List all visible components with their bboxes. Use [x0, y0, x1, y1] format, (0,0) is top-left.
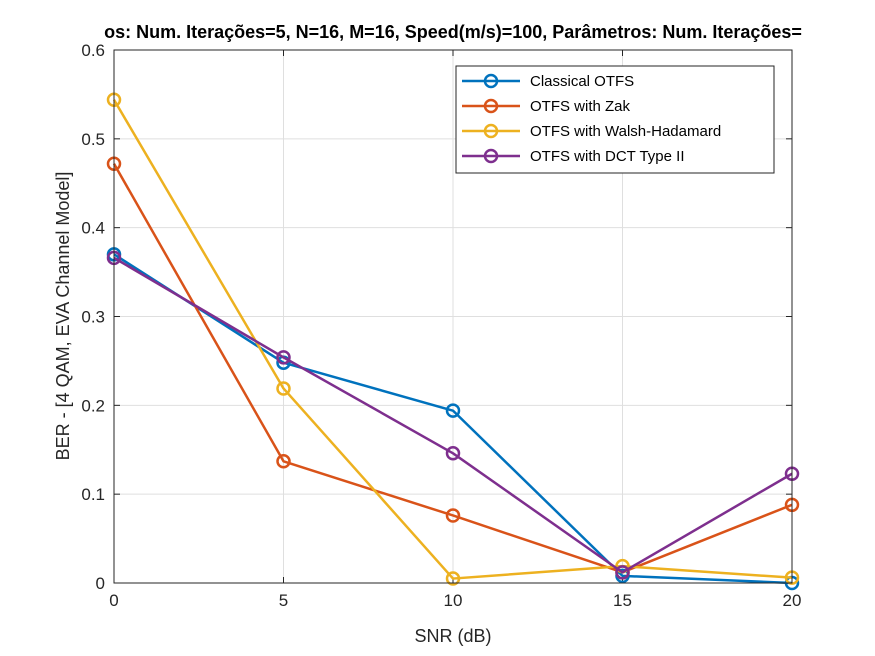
series-line-otfs-with-zak	[112, 163, 793, 574]
data-point-otfs-with-walsh-hadamard	[445, 571, 461, 586]
legend-item: Classical OTFS	[462, 73, 634, 90]
series-line-otfs-with-dct-type-ii	[113, 256, 793, 574]
data-point-otfs-with-walsh-hadamard	[276, 381, 291, 396]
x-tick-label: 0	[109, 591, 118, 610]
plot-frame	[113, 49, 793, 584]
legend-item: OTFS with Zak	[462, 98, 631, 115]
x-tick-label: 20	[783, 591, 802, 610]
legend-label: OTFS with Zak	[530, 98, 631, 115]
data-point-otfs-with-dct-type-ii	[445, 446, 461, 461]
legend-marker	[483, 73, 499, 89]
data-point-otfs-with-dct-type-ii	[615, 565, 630, 580]
data-point-classical-otfs	[445, 403, 461, 418]
series-layer	[106, 92, 800, 591]
x-tick-label: 5	[279, 591, 288, 610]
y-tick-label: 0.6	[81, 41, 105, 60]
legend-item: OTFS with DCT Type II	[462, 148, 684, 165]
legend: Classical OTFS OTFS with Zak OTFS with Wal…	[455, 65, 775, 174]
legend-marker	[483, 123, 499, 139]
series-line-otfs-with-walsh-hadamard	[112, 99, 793, 580]
data-point-otfs-with-zak	[445, 508, 461, 523]
legend-label: OTFS with Walsh-Hadamard	[530, 123, 721, 140]
tick-labels: 0 5 10 15 20 0 0.1 0.2 0.3 0.4 0.5 0.6	[81, 41, 801, 610]
y-tick-label: 0.5	[81, 130, 105, 149]
y-tick-label: 0	[96, 574, 105, 593]
legend-label: OTFS with DCT Type II	[530, 148, 684, 165]
y-tick-label: 0.1	[81, 485, 105, 504]
y-tick-label: 0.4	[81, 219, 105, 238]
x-tick-label: 15	[613, 591, 632, 610]
chart-title: os: Num. Iterações=5, N=16, M=16, Speed(…	[104, 22, 802, 42]
y-tick-label: 0.3	[81, 308, 105, 327]
data-point-otfs-with-dct-type-ii	[276, 350, 291, 365]
series-line-classical-otfs	[113, 253, 793, 585]
legend-marker	[483, 98, 499, 114]
legend-item: OTFS with Walsh-Hadamard	[462, 123, 721, 140]
x-axis-label: SNR (dB)	[414, 626, 491, 646]
data-point-otfs-with-zak	[276, 454, 291, 469]
legend-marker	[483, 148, 499, 164]
y-axis-label: BER - [4 QAM, EVA Channel Model]	[53, 172, 73, 461]
legend-label: Classical OTFS	[530, 73, 634, 90]
x-tick-label: 10	[444, 591, 463, 610]
y-tick-label: 0.2	[81, 396, 105, 415]
